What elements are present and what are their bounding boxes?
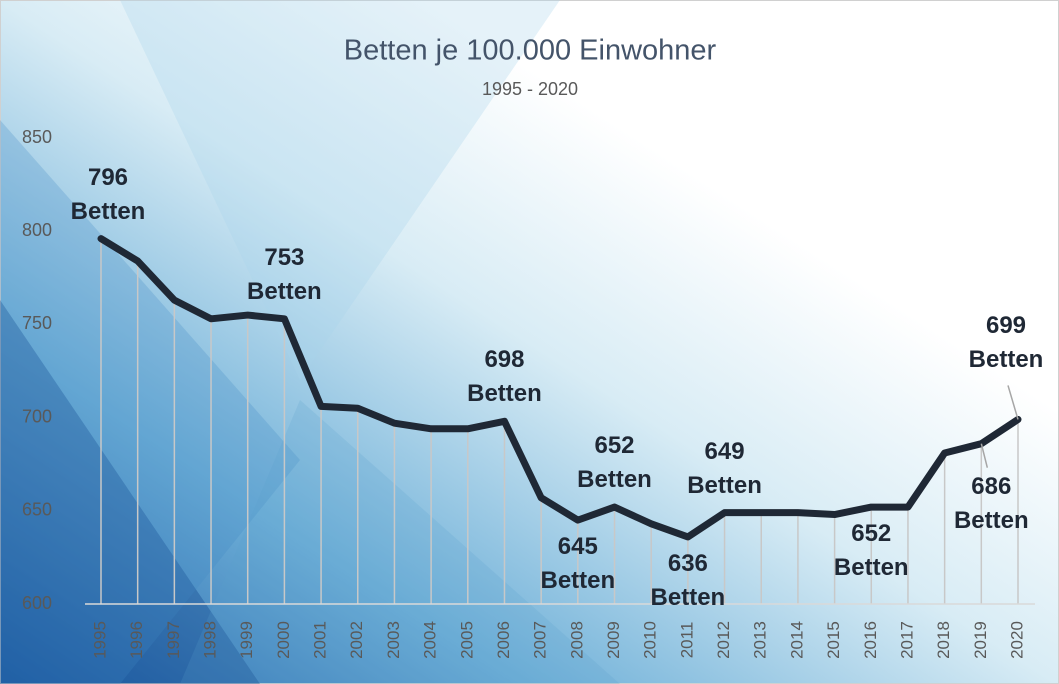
x-tick-label: 2009 [604, 621, 623, 659]
x-tick-label: 1997 [164, 621, 183, 659]
y-tick-label: 700 [22, 406, 52, 426]
x-tick-label: 2020 [1007, 621, 1026, 659]
decoration [0, 300, 260, 684]
x-tick-label: 2002 [347, 621, 366, 659]
x-tick-label: 2015 [824, 621, 843, 659]
x-tick-label: 2001 [311, 621, 330, 659]
y-tick-label: 850 [22, 127, 52, 147]
data-label: 652 Betten [833, 520, 909, 582]
x-tick-label: 2011 [677, 622, 696, 659]
decoration [180, 400, 620, 684]
y-tick-label: 750 [22, 313, 52, 333]
data-label: 796 Betten [70, 163, 146, 225]
data-label: 753 Betten [247, 243, 322, 305]
y-tick-label: 650 [22, 500, 52, 520]
data-label: 698 Betten [467, 346, 542, 408]
data-label: 649 Betten [687, 437, 762, 499]
x-tick-label: 2005 [457, 621, 476, 659]
x-tick-label: 2010 [641, 621, 660, 659]
x-tick-label: 2019 [971, 621, 990, 659]
x-tick-label: 2018 [934, 621, 953, 659]
x-tick-label: 2008 [567, 621, 586, 659]
y-tick-label: 800 [22, 220, 52, 240]
decoration [120, 0, 560, 380]
x-tick-label: 2000 [274, 621, 293, 659]
x-tick-label: 1996 [127, 621, 146, 659]
x-tick-label: 2017 [897, 621, 916, 659]
chart-title: Betten je 100.000 Einwohner [344, 35, 717, 67]
x-tick-label: 2013 [751, 621, 770, 659]
x-tick-label: 1999 [237, 621, 256, 659]
data-label: 652 Betten [577, 432, 652, 494]
data-label: 636 Betten [650, 549, 726, 611]
chart-subtitle: 1995 - 2020 [482, 79, 578, 99]
data-label: 645 Betten [540, 533, 616, 595]
x-tick-label: 2007 [531, 621, 550, 659]
x-tick-label: 1998 [201, 621, 220, 659]
series-line [97, 235, 1022, 541]
x-tick-label: 2004 [421, 621, 440, 659]
x-tick-label: 2016 [861, 621, 880, 659]
y-tick-label: 600 [22, 593, 52, 613]
x-tick-label: 2003 [384, 621, 403, 659]
x-tick-label: 2006 [494, 621, 513, 659]
decoration [0, 120, 300, 684]
leader-line [1007, 385, 1019, 420]
data-label: 699 Betten [968, 312, 1044, 374]
x-tick-label: 2014 [787, 621, 806, 659]
x-tick-label: 2012 [714, 621, 733, 659]
data-label: 686 Betten [953, 472, 1029, 534]
leader-line [980, 443, 989, 468]
x-tick-label: 1995 [90, 621, 109, 659]
